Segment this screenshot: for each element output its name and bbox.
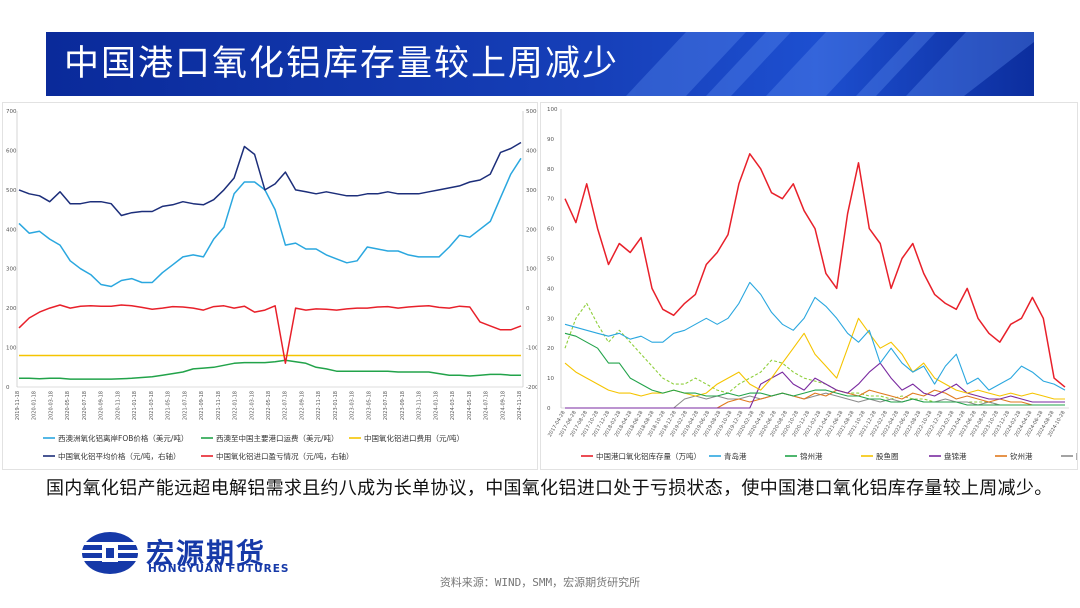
- y-tick-label: 50: [547, 257, 554, 263]
- series-line-4: [18, 304, 522, 365]
- x-tick-label: 2023-09-18: [400, 391, 406, 420]
- legend-label-3: 中国氧化铝平均价格（元/吨，右轴）: [58, 451, 181, 461]
- x-tick-label: 2024-07-18: [484, 391, 490, 420]
- legend-label-4: 盘锦港: [944, 451, 967, 461]
- summary-caption: 国内氧化铝产能远超电解铝需求且约八成为长单协议，中国氧化铝进口处于亏损状态，使中…: [46, 478, 1053, 499]
- x-tick-label: 2023-11-18: [417, 391, 423, 420]
- x-tick-label: 2021-05-18: [166, 391, 172, 420]
- y-tick-label: 30: [547, 316, 554, 322]
- series-line-0: [564, 153, 1066, 388]
- right-y-tick-label: -2000: [526, 385, 537, 391]
- x-tick-label: 2021-09-18: [199, 391, 205, 420]
- y-tick-label: 80: [547, 167, 554, 173]
- x-tick-label: 2024-11-18: [517, 391, 523, 420]
- left-y-tick-label: 100: [6, 346, 17, 352]
- series-line-1: [564, 281, 1066, 391]
- x-tick-label: 2022-07-18: [283, 391, 289, 420]
- x-tick-label: 2022-01-18: [233, 391, 239, 420]
- y-tick-label: 100: [547, 107, 558, 113]
- legend-label-4: 中国氧化铝进口盈亏情况（元/吨，右轴）: [216, 451, 354, 461]
- x-tick-label: 2023-03-18: [350, 391, 356, 420]
- page-title: 中国港口氧化铝库存量较上周减少: [64, 44, 620, 84]
- y-tick-label: 10: [547, 376, 554, 382]
- x-tick-label: 2022-05-18: [266, 391, 272, 420]
- banner-background: [46, 32, 1034, 96]
- port-inventory-chart: 01020304050607080901002017-04-282017-06-…: [547, 107, 1080, 461]
- left-y-tick-label: 0: [6, 385, 10, 391]
- legend-label-1: 西澳至中国主要港口运费（美元/吨）: [216, 433, 339, 443]
- right-y-tick-label: 0: [526, 306, 530, 312]
- right-y-tick-label: 4000: [526, 148, 537, 154]
- x-tick-label: 2020-11-18: [115, 391, 121, 420]
- x-tick-label: 2020-09-18: [99, 391, 105, 420]
- x-tick-label: 2020-03-18: [48, 391, 54, 420]
- legend-label-2: 锦州港: [800, 451, 823, 461]
- legend-label-3: 股鱼圈: [876, 451, 899, 461]
- left-y-tick-label: 300: [6, 267, 17, 273]
- left-y-tick-label: 200: [6, 306, 17, 312]
- x-tick-label: 2021-01-18: [132, 391, 138, 420]
- legend-label-2: 中国氧化铝进口费用（元/吨）: [364, 433, 464, 443]
- series-line-1: [19, 359, 521, 380]
- left-y-tick-label: 500: [6, 188, 17, 194]
- x-tick-label: 2023-01-18: [333, 391, 339, 420]
- x-tick-label: 2021-11-18: [216, 391, 222, 420]
- legend-label-5: 钦州港: [1010, 451, 1033, 461]
- x-tick-label: 2023-05-18: [366, 391, 372, 420]
- series-line-2: [564, 332, 1065, 406]
- right-y-tick-label: 5000: [526, 109, 537, 115]
- x-tick-label: 2024-09-18: [500, 391, 506, 420]
- logo-mark-icon: [80, 532, 144, 574]
- x-tick-label: 2021-07-18: [182, 391, 188, 420]
- y-tick-label: 70: [547, 197, 554, 203]
- y-tick-label: 40: [547, 286, 554, 292]
- legend-label-0: 西澳洲氧化铝离岸FOB价格（美元/吨）: [58, 433, 188, 443]
- x-tick-label: 2020-01-18: [32, 391, 38, 420]
- left-y-tick-label: 600: [6, 148, 17, 154]
- series-line-3: [564, 317, 1065, 400]
- x-tick-label: 2022-09-18: [299, 391, 305, 420]
- series-line-4: [565, 362, 1065, 409]
- x-tick-label: 2020-07-18: [82, 391, 88, 420]
- x-tick-label: 2020-05-18: [65, 391, 71, 420]
- banner-stripes: [626, 32, 1034, 96]
- data-source-note: 资料来源：WIND，SMM，宏源期货研究所: [439, 576, 641, 589]
- y-tick-label: 0: [547, 406, 551, 412]
- legend-label-0: 中国港口氧化铝库存量（万吨）: [596, 451, 701, 461]
- x-tick-label: 2024-03-18: [450, 391, 456, 420]
- x-tick-label: 2022-11-18: [316, 391, 322, 420]
- legend-label-6: 防城港: [1076, 451, 1077, 461]
- left-y-tick-label: 700: [6, 109, 17, 115]
- x-tick-label: 2024-05-18: [467, 391, 473, 420]
- x-tick-label: 2024-01-18: [433, 391, 439, 420]
- x-tick-label: 2023-07-18: [383, 391, 389, 420]
- right-chart-panel: 0 10 20 30 40 50 60 70 80 90 100 2017-04-28 2017-06-…: [540, 102, 1080, 470]
- x-tick-label: 2022-03-18: [249, 391, 255, 420]
- right-y-tick-label: 2000: [526, 227, 537, 233]
- x-tick-label: 2021-03-18: [149, 391, 155, 420]
- title-banner: 中国港口氧化铝库存量较上周减少: [46, 32, 1034, 96]
- right-y-tick-label: 3000: [526, 188, 537, 194]
- left-y-tick-label: 400: [6, 227, 17, 233]
- x-tick-label: 2019-11-18: [15, 391, 21, 420]
- series-line-3: [18, 141, 522, 217]
- y-tick-label: 90: [547, 137, 554, 143]
- series-line-0: [18, 157, 522, 288]
- logo-chinese-name: 宏源期货: [146, 537, 267, 570]
- company-logo: 宏源期货 HONGYUAN FUTURES: [80, 530, 320, 576]
- logo-english-name: HONGYUAN FUTURES: [148, 563, 290, 575]
- y-tick-label: 60: [547, 227, 554, 233]
- y-tick-label: 20: [547, 346, 554, 352]
- series-line-7: [564, 302, 1065, 406]
- legend-label-1: 青岛港: [724, 451, 747, 461]
